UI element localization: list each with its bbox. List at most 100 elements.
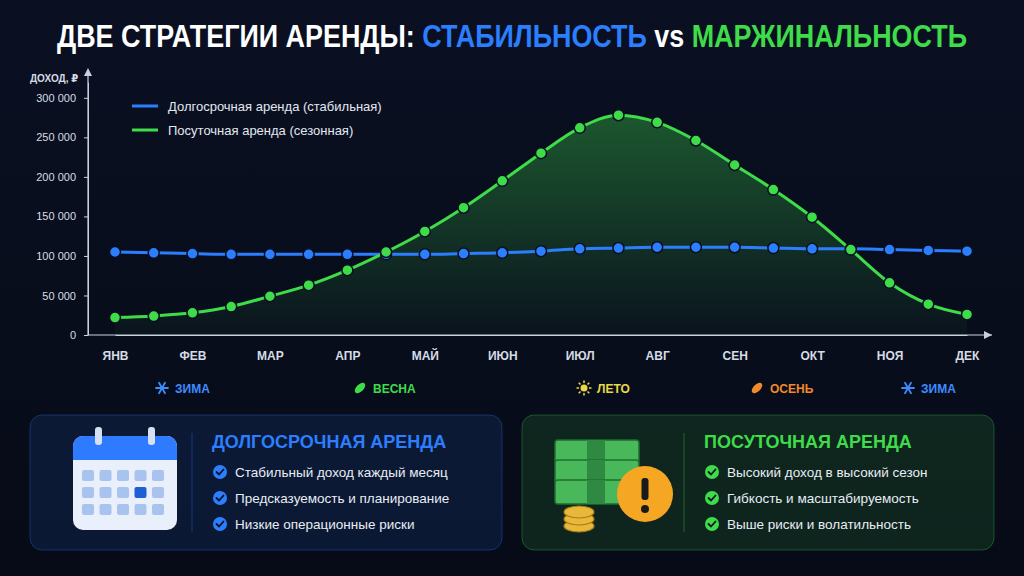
legend-swatch (132, 129, 158, 132)
series-marker (574, 243, 585, 254)
series-marker (962, 309, 973, 320)
x-tick: ИЮЛ (566, 335, 595, 363)
calendar-body (73, 436, 177, 530)
series-area (115, 115, 967, 335)
y-axis: 0 50 000 100 000 150 000 200 000 250 000 300 0… (36, 83, 88, 342)
series-marker (652, 117, 663, 128)
check-circle (213, 491, 227, 505)
sun-ray (583, 393, 585, 396)
x-tick: АВГ (646, 335, 670, 363)
y-tick-mark (84, 177, 88, 178)
coin (564, 506, 594, 518)
season-label: ОСЕНЬ (770, 382, 814, 396)
x-tick-label: МАЙ (412, 348, 439, 363)
series-marker (729, 160, 740, 171)
chart-container: ДВЕ СТРАТЕГИИ АРЕНДЫ: СТАБИЛЬНОСТЬ vs МА… (0, 0, 1024, 576)
sun-core (581, 385, 588, 392)
series-marker (845, 243, 856, 254)
series-marker (148, 247, 159, 258)
x-tick-label: ЯНВ (103, 349, 129, 363)
y-tick: 50 000 (42, 289, 88, 301)
check-mark (709, 522, 716, 527)
calendar-header (73, 436, 177, 460)
y-tick: 100 000 (36, 250, 88, 262)
y-tick-mark (84, 335, 88, 336)
y-tick: 300 000 (36, 92, 88, 104)
snow-ray (159, 383, 165, 393)
series-marker (807, 243, 818, 254)
title-word: СТАБИЛЬНОСТЬ (415, 18, 647, 54)
y-axis-arrow-head (84, 68, 92, 76)
x-tick-label: ИЮЛ (566, 349, 595, 363)
x-tick: НОЯ (877, 335, 903, 363)
y-tick-mark (84, 216, 88, 217)
series-marker (690, 242, 701, 253)
legend-swatch (132, 105, 158, 108)
calendar-day (100, 504, 112, 515)
calendar-day (135, 470, 147, 481)
check-circle (705, 465, 719, 479)
calendar-day (135, 487, 147, 498)
series-marker (148, 311, 159, 322)
y-tick-label: 200 000 (36, 171, 76, 183)
series-marker (923, 299, 934, 310)
series-marker (768, 184, 779, 195)
x-tick-label: ФЕВ (179, 349, 206, 363)
season-label: ЗИМА (175, 382, 210, 396)
series-marker (884, 277, 895, 288)
calendar-day (117, 487, 129, 498)
legend-label: Долгосрочная аренда (стабильная) (168, 99, 382, 114)
calendar-ring (95, 427, 102, 445)
season-icon (353, 381, 367, 395)
x-tick: ФЕВ (179, 335, 206, 363)
panel-divider (192, 433, 193, 532)
warning-circle (617, 466, 673, 522)
y-tick: 150 000 (36, 210, 88, 222)
series-marker (536, 246, 547, 257)
series-marker (187, 307, 198, 318)
y-tick: 250 000 (36, 131, 88, 143)
x-axis-arrow-head (984, 331, 992, 339)
legend: Долгосрочная аренда (стабильная)Посуточн… (132, 99, 382, 138)
calendar-day (117, 504, 129, 515)
calendar-icon (73, 427, 177, 530)
y-axis-arrow-line (87, 70, 88, 335)
y-tick: 0 (70, 329, 88, 341)
series-marker (845, 244, 856, 255)
chart-root: ДВЕ СТРАТЕГИИ АРЕНДЫ: СТАБИЛЬНОСТЬ vs МА… (0, 0, 1024, 576)
y-tick-mark (84, 295, 88, 296)
series-marker (110, 312, 121, 323)
y-axis-line (88, 83, 89, 336)
check-mark (709, 470, 716, 475)
sun-ray (579, 383, 581, 385)
y-tick-label: 100 000 (36, 250, 76, 262)
warning-bar (642, 478, 649, 500)
sun-ray (588, 383, 590, 385)
series-marker (884, 244, 895, 255)
y-axis-title: ДОХОД, ₽ (30, 73, 78, 84)
x-tick: ИЮН (488, 335, 518, 363)
warning-dot (641, 505, 649, 513)
series-marker (497, 175, 508, 186)
x-tick-label: АВГ (646, 349, 670, 363)
series-marker (110, 246, 121, 257)
panel-item: Гибкость и масштабируемость (727, 491, 919, 506)
calendar-day (135, 504, 147, 515)
x-tick-label: СЕН (722, 349, 747, 363)
calendar-day (100, 470, 112, 481)
series-marker (419, 226, 430, 237)
series-marker (962, 246, 973, 257)
plot-area (110, 110, 973, 335)
check-mark (217, 470, 224, 475)
check-mark (217, 522, 224, 527)
x-tick: АПР (335, 335, 360, 363)
leaf (750, 381, 764, 395)
series-marker (613, 110, 624, 121)
series-marker (923, 245, 934, 256)
sun-ray (577, 387, 580, 389)
panel-item: Низкие операционные риски (235, 517, 414, 532)
calendar-header-fill (73, 450, 177, 460)
check-circle (705, 491, 719, 505)
season-icon (902, 383, 914, 393)
series-marker (652, 242, 663, 253)
